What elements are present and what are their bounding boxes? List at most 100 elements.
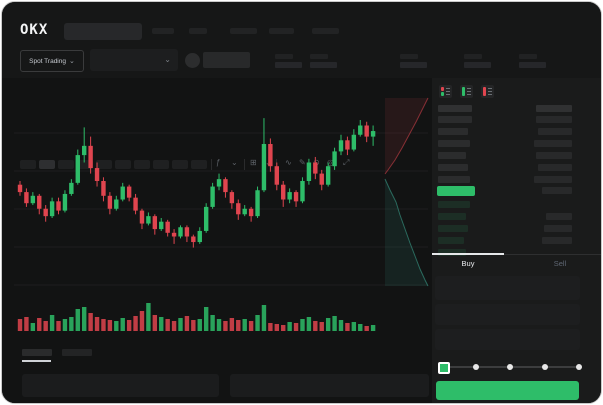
slider-step-dot[interactable] (472, 364, 479, 370)
ticker-stat (519, 54, 547, 68)
orderbook-layout-both-icon[interactable] (439, 85, 452, 98)
divider (432, 254, 601, 255)
chevron-down-icon[interactable]: ⌄ (265, 158, 272, 167)
slider-handle[interactable] (438, 362, 450, 374)
bottom-table-placeholder (230, 374, 429, 397)
row-line (488, 88, 492, 89)
nav-item[interactable] (312, 28, 339, 34)
bottom-tab-active-underline (22, 360, 51, 362)
nav-item[interactable] (230, 28, 257, 34)
interval-button[interactable] (96, 160, 112, 169)
interval-button[interactable] (191, 160, 207, 169)
buy-submit-button[interactable] (436, 381, 579, 400)
stat-value-placeholder (464, 62, 491, 68)
ask-row-price[interactable] (438, 140, 470, 147)
chevron-down-icon[interactable]: ⌄ (231, 158, 238, 167)
ticker-stat (310, 54, 338, 68)
indicators-icon[interactable]: ƒ (216, 158, 221, 167)
bid-row-price[interactable] (438, 249, 466, 256)
nav-item[interactable] (189, 28, 207, 34)
ask-row-price[interactable] (438, 164, 468, 171)
interval-button[interactable] (115, 160, 131, 169)
row-line (467, 88, 471, 89)
active-tab-indicator (432, 253, 504, 255)
settings-icon[interactable]: ◎ (327, 158, 334, 167)
slider-step-dot[interactable] (541, 364, 548, 370)
search-input[interactable] (64, 23, 142, 40)
bottom-tab-1[interactable] (62, 349, 92, 356)
nav-item[interactable] (152, 28, 174, 34)
last-price-badge[interactable] (437, 186, 475, 196)
interval-button[interactable] (20, 160, 36, 169)
bottom-table-placeholder (22, 374, 219, 397)
row-line (488, 91, 492, 92)
nav-item[interactable] (269, 28, 294, 34)
row-line (467, 94, 471, 95)
slider-step-dot[interactable] (576, 364, 582, 370)
tab-sell[interactable]: Sell (553, 259, 567, 268)
stat-label-placeholder (464, 54, 482, 59)
row-line (446, 94, 450, 95)
interval-button[interactable] (58, 160, 74, 169)
row-line (467, 91, 471, 92)
market-type-label: Spot Trading (29, 57, 66, 65)
okx-logo: OKX (20, 22, 49, 38)
ask-row-price[interactable] (438, 176, 470, 183)
pair-selector-dropdown[interactable]: ⌄ (90, 49, 178, 71)
divider (276, 159, 277, 170)
stat-value-placeholder (400, 62, 427, 68)
divider (211, 159, 212, 170)
ticker-stat (275, 54, 303, 68)
bid-row-amount (544, 225, 572, 232)
ask-row-price[interactable] (438, 128, 468, 135)
ask-row-amount (536, 152, 572, 159)
ticker-stat (464, 54, 492, 68)
chevron-down-icon: ⌄ (68, 58, 75, 65)
stat-label-placeholder (310, 54, 328, 59)
tab-buy[interactable]: Buy (461, 259, 475, 268)
fullscreen-icon[interactable]: ⤢ (343, 158, 350, 167)
snapshot-icon[interactable]: ⊙ (313, 158, 320, 167)
bid-row-amount (546, 213, 572, 220)
interval-button[interactable] (134, 160, 150, 169)
stat-value-placeholder (310, 62, 337, 68)
market-type-dropdown[interactable]: Spot Trading ⌄ (20, 50, 84, 72)
order-input-0[interactable] (435, 276, 580, 300)
stat-value-placeholder (275, 62, 302, 68)
top-navbar: OKX Spot Trading ⌄ ⌄ (2, 2, 601, 78)
bottom-tab-0[interactable] (22, 349, 52, 356)
orderbook-layout-bids-icon[interactable] (460, 85, 473, 98)
order-input-2[interactable] (435, 329, 580, 350)
asks-segment (483, 87, 486, 96)
interval-button[interactable] (153, 160, 169, 169)
interval-button[interactable] (39, 160, 55, 169)
stat-value-placeholder (519, 62, 546, 68)
bid-row-price[interactable] (438, 213, 466, 220)
bid-row-price[interactable] (438, 225, 468, 232)
row-line (446, 91, 450, 92)
stat-label-placeholder (400, 54, 418, 59)
row-line (488, 94, 492, 95)
orderbook-layout-asks-icon[interactable] (481, 85, 494, 98)
interval-button[interactable] (172, 160, 188, 169)
ticker-stat (400, 54, 428, 68)
bid-row-price[interactable] (438, 237, 464, 244)
coin-avatar (185, 53, 200, 68)
chevron-down-icon: ⌄ (164, 55, 171, 64)
row-line (446, 88, 450, 89)
bid-segment (441, 92, 444, 96)
interval-button[interactable] (77, 160, 93, 169)
slider-step-dot[interactable] (507, 364, 513, 370)
ask-row-amount (536, 116, 572, 123)
bid-row-price[interactable] (438, 201, 470, 208)
chart-panel: ƒ ⌄ ⊞ ⌄ ∿ ✎ ⊙ ◎ ⤢ (2, 78, 432, 403)
line-style-icon[interactable]: ∿ (285, 158, 292, 167)
order-input-1[interactable] (435, 304, 580, 325)
compare-icon[interactable]: ⊞ (250, 158, 257, 167)
ask-row-amount (534, 176, 572, 183)
draw-icon[interactable]: ✎ (299, 158, 306, 167)
ask-row-amount (534, 140, 572, 147)
ask-row-price[interactable] (438, 116, 472, 123)
ask-row-price[interactable] (438, 152, 466, 159)
